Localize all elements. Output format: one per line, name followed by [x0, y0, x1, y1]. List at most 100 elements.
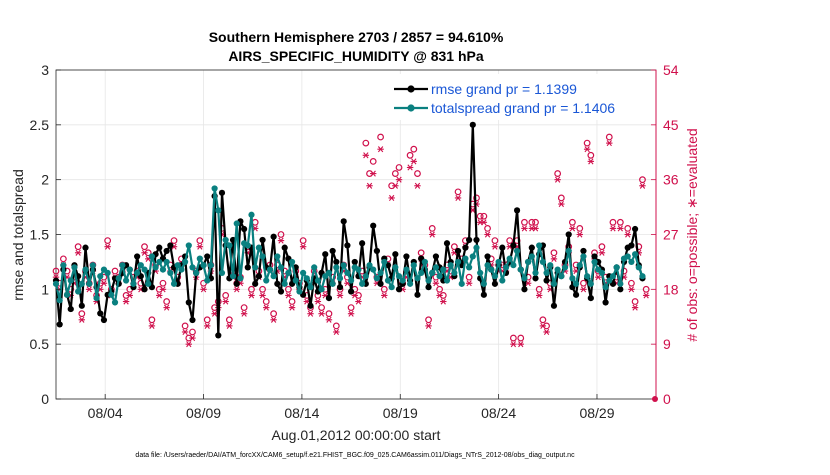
obs-possible-marker — [631, 298, 639, 305]
totalspread-point — [347, 277, 355, 284]
rmse-point — [373, 247, 381, 255]
y-tick-label-left: 0.5 — [30, 336, 50, 352]
asterisk-stroke — [156, 292, 162, 299]
asterisk-stroke — [333, 328, 339, 336]
obs-evaluated-marker — [355, 298, 362, 305]
totalspread-point — [602, 284, 609, 291]
totalspread-point — [277, 264, 285, 271]
asterisk-stroke — [171, 243, 177, 250]
x-axis-label: Aug.01,2012 00:00:00 start — [272, 427, 441, 443]
rmse-point — [156, 244, 163, 251]
asterisk-stroke — [289, 304, 295, 311]
totalspread-point — [436, 273, 443, 280]
obs-evaluated-marker — [189, 335, 196, 342]
obs-possible-marker — [557, 194, 565, 202]
obs-possible-marker — [491, 237, 499, 244]
totalspread-point — [141, 266, 148, 273]
asterisk-stroke — [200, 286, 207, 293]
y-tick-label-left: 2.5 — [30, 117, 50, 133]
totalspread-point — [373, 275, 381, 282]
totalspread-point — [111, 299, 119, 306]
asterisk-stroke — [414, 182, 421, 189]
totalspread-point — [336, 275, 344, 282]
obs-evaluated-marker — [440, 298, 447, 305]
obs-possible-marker — [222, 292, 230, 299]
asterisk-stroke — [149, 322, 155, 329]
totalspread-point — [303, 275, 310, 282]
asterisk-stroke — [470, 207, 476, 214]
obs-possible-marker — [587, 151, 595, 159]
totalspread-point — [395, 273, 403, 280]
obs-possible-marker — [517, 334, 525, 342]
asterisk-stroke — [189, 335, 196, 342]
y-tick-label-right: 9 — [663, 336, 671, 352]
rmse-point — [325, 295, 333, 302]
asterisk-stroke — [318, 310, 325, 317]
y-tick-label-left: 1 — [41, 281, 49, 297]
rmse-point — [189, 316, 196, 324]
totalspread-point — [137, 262, 144, 269]
obs-evaluated-marker — [159, 286, 167, 293]
totalspread-point — [543, 269, 550, 276]
asterisk-stroke — [127, 292, 133, 299]
obs-evaluated-marker — [336, 292, 344, 299]
asterisk-stroke — [639, 182, 646, 189]
obs-possible-marker — [78, 310, 86, 318]
obs-evaluated-marker — [181, 328, 189, 336]
totalspread-point — [639, 273, 646, 280]
rmse-point — [395, 286, 403, 293]
totalspread-point — [462, 255, 469, 262]
y-tick-label-left: 0 — [41, 391, 49, 407]
obs-evaluated-marker — [484, 231, 491, 238]
totalspread-point — [576, 262, 583, 269]
obs-possible-marker — [240, 304, 248, 312]
asterisk-stroke — [388, 194, 395, 202]
rmse-point — [82, 244, 89, 251]
totalspread-point — [78, 280, 85, 287]
rmse-point — [580, 247, 587, 255]
totalspread-point — [329, 280, 336, 287]
obs-possible-marker — [318, 304, 325, 312]
totalspread-point — [362, 273, 369, 280]
obs-possible-marker — [325, 310, 333, 318]
totalspread-point — [418, 269, 425, 276]
totalspread-point — [266, 266, 274, 273]
y-tick-label-right: 18 — [663, 281, 679, 297]
totalspread-point — [200, 262, 207, 269]
asterisk-stroke — [101, 280, 107, 287]
totalspread-point — [572, 280, 580, 287]
rmse-point — [347, 288, 355, 295]
obs-evaluated-marker — [78, 316, 86, 323]
asterisk-stroke — [352, 292, 358, 299]
obs-evaluated-marker — [510, 341, 517, 348]
rmse-point — [100, 316, 108, 324]
rmse-point — [528, 244, 535, 251]
asterisk-stroke — [554, 176, 561, 183]
totalspread-point — [532, 269, 539, 276]
obs-possible-marker — [506, 237, 514, 244]
asterisk-stroke — [326, 316, 332, 323]
totalspread-point — [207, 262, 215, 269]
series-layer — [52, 121, 658, 402]
asterisk-stroke — [510, 341, 517, 348]
obs-evaluated-marker — [410, 158, 417, 165]
obs-evaluated-marker — [535, 292, 543, 299]
rmse-point — [270, 233, 277, 240]
rmse-point — [244, 264, 251, 271]
y-tick-label-left: 1.5 — [30, 227, 50, 243]
totalspread-point — [506, 255, 513, 262]
obs-evaluated-marker — [432, 280, 440, 287]
legend-label-totalspread: totalspread grand pr = 1.1406 — [431, 100, 615, 116]
obs-possible-marker — [480, 212, 488, 220]
obs-possible-marker — [170, 237, 178, 244]
totalspread-point — [67, 277, 74, 284]
obs-possible-marker — [347, 304, 355, 312]
asterisk-stroke — [226, 322, 233, 329]
obs-possible-marker — [436, 285, 444, 293]
obs-possible-marker — [410, 145, 418, 153]
totalspread-point — [631, 251, 639, 258]
totalspread-point — [443, 277, 451, 284]
asterisk-stroke — [315, 298, 321, 305]
obs-evaluated-marker — [366, 182, 373, 189]
obs-possible-marker — [111, 267, 119, 275]
